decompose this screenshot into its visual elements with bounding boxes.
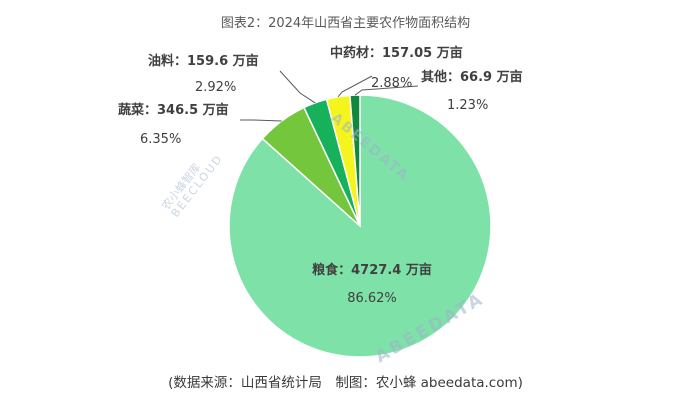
- data-label-other-value: 其他：66.9 万亩: [421, 69, 523, 85]
- data-label-grain-value: 粮食：4727.4 万亩: [312, 262, 432, 278]
- data-label-herbs-percent: 2.88%: [371, 76, 412, 91]
- chart-title: 图表2：2024年山西省主要农作物面积结构: [220, 16, 471, 31]
- leader-lines: [240, 70, 419, 122]
- pie-slice-other: [349, 94, 361, 227]
- data-label-vegetables-percent: 6.35%: [140, 132, 181, 147]
- leader-line-herbs: [337, 75, 373, 98]
- data-labels: 粮食：4727.4 万亩 86.62% 蔬菜：346.5 万亩 6.35% 油料：159…: [118, 45, 523, 306]
- leader-line-oil: [279, 70, 316, 104]
- data-label-grain-percent: 86.62%: [347, 291, 397, 306]
- leader-line-vegetables: [240, 119, 282, 122]
- pie-slices: [228, 94, 492, 358]
- data-label-oil-percent: 2.92%: [195, 80, 236, 95]
- data-label-herbs-value: 中药材：157.05 万亩: [330, 45, 463, 61]
- data-label-vegetables-value: 蔬菜：346.5 万亩: [118, 102, 229, 118]
- leader-line-other: [354, 85, 419, 96]
- data-source-note: (数据来源：山西省统计局 制图：农小蜂 abeedata.com): [168, 375, 523, 391]
- data-label-other-percent: 1.23%: [447, 98, 488, 113]
- data-label-oil-value: 油料：159.6 万亩: [148, 53, 259, 69]
